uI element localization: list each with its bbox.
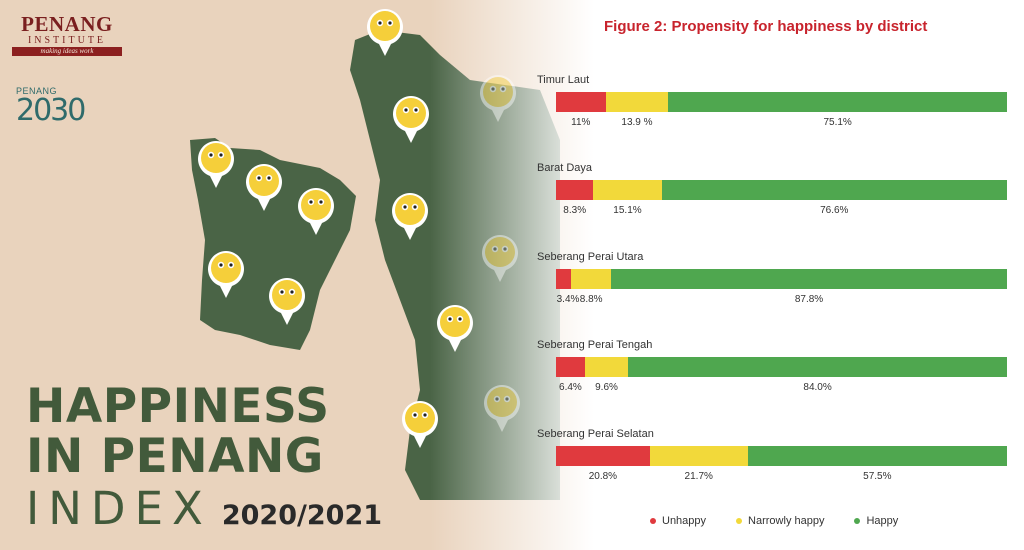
penang2030-year: 2030: [16, 93, 86, 128]
bar-segment: [556, 92, 606, 112]
legend-swatch-unhappy: [650, 518, 656, 524]
chart-row: Barat Daya 8.3% 15.1% 76.6%: [537, 160, 1007, 216]
data-label: 84.0%: [803, 382, 832, 393]
data-label: 3.4%: [556, 294, 580, 305]
chart-row: Seberang Perai Utara 3.4% 8.8% 87.8%: [537, 249, 1007, 305]
chart-legend: Unhappy Narrowly happy Happy: [650, 515, 898, 527]
penang-institute-logo: PENANG INSTITUTE making ideas work: [12, 14, 122, 56]
data-label: 8.3%: [563, 205, 587, 216]
bar-segment: [747, 446, 1007, 466]
data-label: 9.6%: [595, 382, 618, 393]
logo-name: PENANG: [21, 12, 113, 36]
category-label: Barat Daya: [537, 162, 593, 174]
legend-item-unhappy: Unhappy: [650, 515, 706, 527]
data-label: 15.1%: [613, 205, 642, 216]
bar-segment: [571, 269, 612, 289]
bar-segment: [605, 92, 669, 112]
bar-segment: [611, 269, 1007, 289]
data-label: 76.6%: [820, 205, 849, 216]
data-label: 20.8%: [588, 471, 618, 482]
stacked-bar: [556, 357, 1007, 377]
bar-segment: [556, 180, 594, 200]
bar-segment: [628, 357, 1007, 377]
logo-sub: INSTITUTE: [27, 35, 107, 46]
chart-row: Timur Laut 11% 13.9 % 75.1%: [537, 72, 1007, 128]
data-label: 13.9 %: [621, 117, 653, 128]
bar-segment: [661, 180, 1007, 200]
penang-2030-logo: PENANG 2030: [16, 86, 86, 128]
bar-segment: [556, 269, 572, 289]
value-labels: 11% 13.9 % 75.1%: [556, 117, 1007, 131]
legend-label-happy: Happy: [866, 515, 899, 527]
stacked-bar: [556, 446, 1007, 466]
legend-label-unhappy: Unhappy: [662, 515, 707, 527]
legend-label-narrowly-happy: Narrowly happy: [748, 515, 825, 527]
chart-row: Seberang Perai Tengah 6.4% 9.6% 84.0%: [537, 337, 1007, 393]
data-label: 87.8%: [794, 294, 824, 305]
data-label: 11%: [571, 117, 591, 128]
data-label: 8.8%: [579, 294, 603, 305]
stacked-bar: [556, 180, 1007, 200]
value-labels: 20.8% 21.7% 57.5%: [556, 471, 1007, 485]
value-labels: 6.4% 9.6% 84.0%: [556, 382, 1007, 396]
legend-item-narrowly-happy: Narrowly happy: [736, 515, 824, 527]
category-label: Seberang Perai Tengah: [537, 339, 653, 351]
headline-index: INDEX: [26, 482, 212, 535]
data-label: 21.7%: [684, 471, 713, 482]
category-label: Seberang Perai Utara: [537, 251, 644, 263]
bar-segment: [584, 357, 629, 377]
bar-segment: [649, 446, 748, 466]
penang2030-label: PENANG: [16, 86, 58, 96]
chart-title: Figure 2: Propensity for happiness by di…: [604, 18, 928, 35]
value-labels: 8.3% 15.1% 76.6%: [556, 205, 1007, 219]
headline: HAPPINESS IN PENANG INDEX 2020/2021: [26, 379, 383, 536]
bar-segment: [556, 357, 585, 377]
bar-segment: [556, 446, 650, 466]
headline-line1: HAPPINESS: [26, 379, 330, 434]
stacked-bar: [556, 92, 1007, 112]
legend-swatch-happy: [854, 518, 861, 524]
category-label: Timur Laut: [537, 74, 590, 86]
legend-swatch-narrowly-happy: [736, 518, 743, 524]
headline-line2: IN PENANG: [26, 429, 324, 484]
headline-years: 2020/2021: [221, 500, 383, 531]
category-label: Seberang Perai Selatan: [537, 428, 654, 440]
bar-segment: [668, 92, 1007, 112]
chart-row: Seberang Perai Selatan 20.8% 21.7% 57.5%: [537, 426, 1007, 482]
value-labels: 3.4% 8.8% 87.8%: [556, 294, 1007, 308]
stacked-bar: [556, 269, 1007, 289]
legend-item-happy: Happy: [854, 515, 898, 527]
data-label: 75.1%: [823, 117, 852, 128]
logo-tagline: making ideas work: [12, 47, 122, 56]
data-label: 57.5%: [863, 471, 892, 482]
data-label: 6.4%: [559, 382, 582, 393]
bar-segment: [593, 180, 662, 200]
